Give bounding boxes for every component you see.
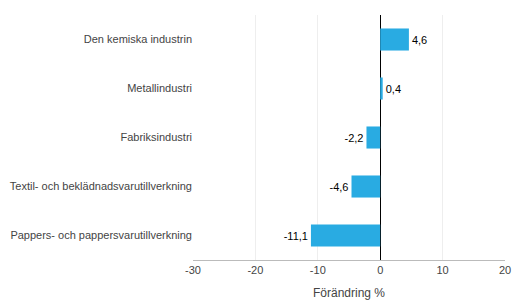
svg-text:-2,2: -2,2 bbox=[345, 132, 364, 144]
svg-text:10: 10 bbox=[436, 264, 448, 276]
svg-text:Metallindustri: Metallindustri bbox=[127, 82, 192, 94]
svg-text:Den kemiska industrin: Den kemiska industrin bbox=[84, 33, 192, 45]
svg-text:20: 20 bbox=[499, 264, 511, 276]
svg-text:Textil- och beklädnadsvarutill: Textil- och beklädnadsvarutillverkning bbox=[10, 180, 192, 192]
svg-text:Förändring %: Förändring % bbox=[313, 286, 385, 300]
svg-text:Fabriksindustri: Fabriksindustri bbox=[120, 131, 192, 143]
svg-text:Pappers- och pappersvarutillve: Pappers- och pappersvarutillverkning bbox=[10, 229, 192, 241]
svg-text:-4,6: -4,6 bbox=[330, 181, 349, 193]
svg-text:-30: -30 bbox=[185, 264, 201, 276]
svg-text:-10: -10 bbox=[310, 264, 326, 276]
svg-text:-20: -20 bbox=[247, 264, 263, 276]
svg-text:4,6: 4,6 bbox=[412, 34, 427, 46]
svg-text:0: 0 bbox=[377, 264, 383, 276]
svg-text:0,4: 0,4 bbox=[386, 83, 401, 95]
svg-text:-11,1: -11,1 bbox=[284, 230, 308, 242]
